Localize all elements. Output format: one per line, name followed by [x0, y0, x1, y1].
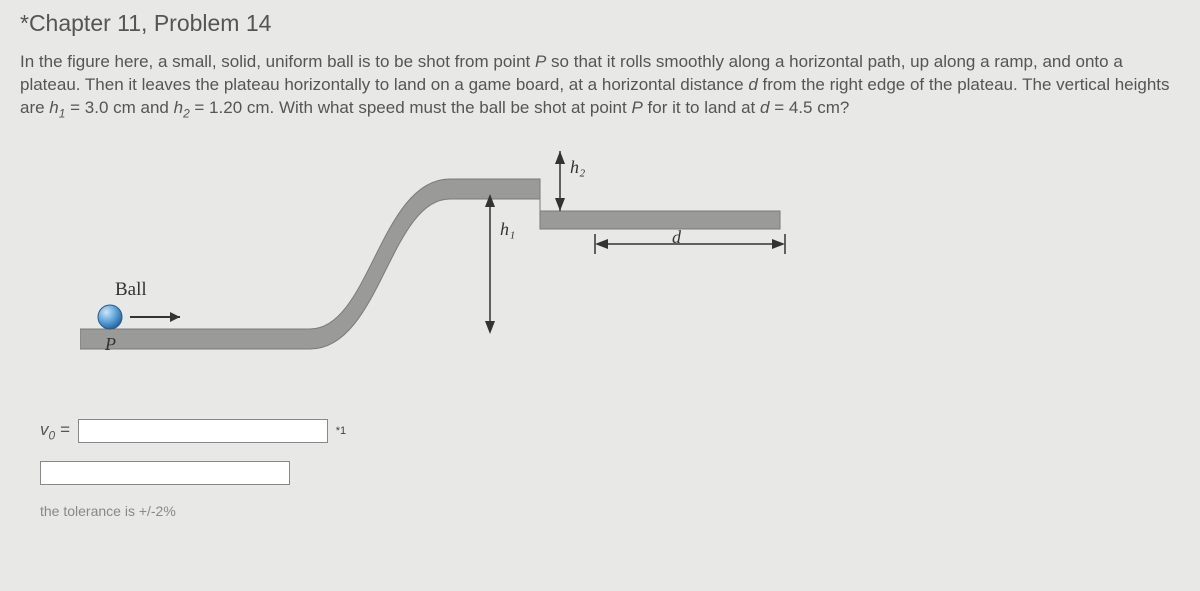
figure: Ball P h₁ h₂ d [80, 139, 860, 399]
arrowhead-down-icon [555, 198, 565, 211]
answer-variable: v0 = [40, 420, 70, 442]
text-part: = 1.20 cm. With what speed must the ball… [190, 98, 632, 117]
ball-label: Ball [115, 279, 147, 301]
var-P: P [535, 52, 546, 71]
var-d: d [748, 75, 757, 94]
var-P: P [631, 98, 642, 117]
text-part: In the figure here, a small, solid, unif… [20, 52, 535, 71]
ball-icon [98, 305, 122, 329]
var-h2: h2 [174, 98, 190, 117]
ball-arrowhead-icon [170, 312, 180, 322]
track-shape [80, 179, 780, 349]
reference-marker: *1 [336, 425, 346, 437]
answer-value-input[interactable] [78, 419, 328, 443]
problem-title: *Chapter 11, Problem 14 [20, 10, 1180, 37]
P-label: P [105, 334, 116, 355]
arrowhead-right-icon [772, 239, 785, 249]
arrowhead-down-icon [485, 321, 495, 334]
answer-units-input[interactable] [40, 461, 290, 485]
text-part: for it to land at [643, 98, 760, 117]
h2-label: h₂ [570, 157, 585, 178]
d-label: d [672, 227, 681, 248]
text-part: = 3.0 cm and [65, 98, 173, 117]
text-part: = 4.5 cm? [769, 98, 849, 117]
tolerance-text: the tolerance is +/-2% [40, 503, 1180, 519]
arrowhead-left-icon [595, 239, 608, 249]
answer-row: v0 = *1 [40, 419, 1180, 443]
problem-statement: In the figure here, a small, solid, unif… [20, 51, 1180, 121]
figure-svg [80, 139, 860, 399]
h1-label: h₁ [500, 219, 515, 240]
var-h1: h1 [49, 98, 65, 117]
